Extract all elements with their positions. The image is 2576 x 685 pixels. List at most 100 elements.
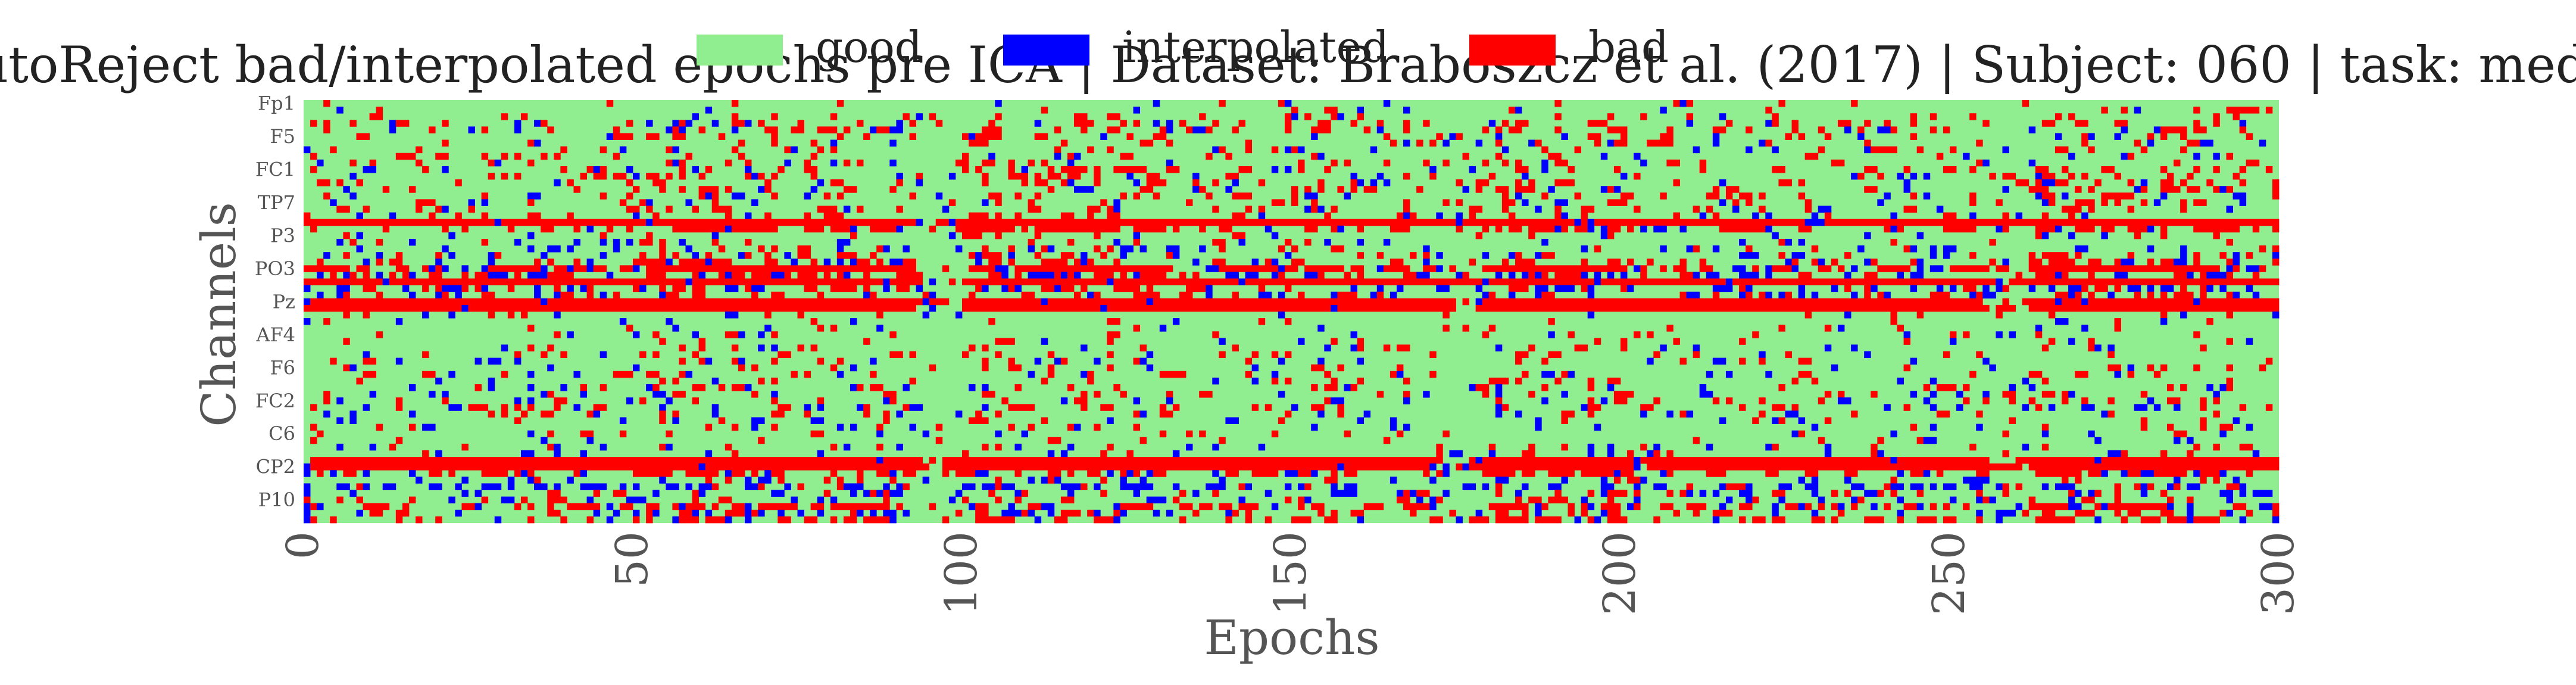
y-tick-label: P10 xyxy=(258,488,295,511)
bad-cell xyxy=(1423,470,1430,477)
interpolated-cell xyxy=(567,331,574,338)
bad-cell xyxy=(2028,503,2069,510)
bad-cell xyxy=(982,252,1002,259)
interpolated-cell xyxy=(2081,212,2088,220)
bad-cell xyxy=(2180,384,2187,391)
bad-cell xyxy=(402,503,410,510)
bad-cell xyxy=(1271,377,1279,385)
interpolated-cell xyxy=(2174,259,2187,266)
bad-cell xyxy=(1613,166,1621,173)
bad-cell xyxy=(408,186,416,193)
bad-cell xyxy=(810,503,825,510)
bad-cell xyxy=(1298,503,1305,510)
bad-cell xyxy=(1910,113,1918,120)
interpolated-cell xyxy=(889,516,897,524)
bad-cell xyxy=(2075,252,2082,259)
interpolated-cell xyxy=(1824,344,1832,351)
interpolated-cell xyxy=(2121,470,2128,477)
interpolated-cell xyxy=(1139,410,1147,418)
bad-cell xyxy=(1113,278,1239,286)
interpolated-cell xyxy=(1311,470,1318,477)
interpolated-cell xyxy=(1548,483,1562,490)
interpolated-cell xyxy=(698,463,706,471)
bad-cell xyxy=(962,232,982,239)
bad-cell xyxy=(929,298,950,306)
interpolated-cell xyxy=(948,496,956,504)
interpolated-cell xyxy=(336,483,350,490)
bad-cell xyxy=(692,397,699,404)
interpolated-cell xyxy=(1271,166,1279,173)
interpolated-cell xyxy=(1081,344,1088,351)
bad-cell xyxy=(1976,159,1983,167)
bad-cell xyxy=(1199,113,1206,120)
bad-cell xyxy=(948,278,956,286)
bad-cell xyxy=(547,259,554,266)
bad-cell xyxy=(1094,272,1114,279)
bad-cell xyxy=(429,126,436,133)
bad-cell xyxy=(1436,133,1443,140)
bad-cell xyxy=(1495,186,1509,193)
bad-cell xyxy=(2226,238,2233,246)
interpolated-cell xyxy=(2239,120,2247,127)
bad-cell xyxy=(1884,503,1891,510)
interpolated-cell xyxy=(1804,219,1825,226)
bad-cell xyxy=(1271,351,1279,359)
bad-cell xyxy=(988,272,1002,279)
bad-cell xyxy=(2094,490,2102,497)
interpolated-cell xyxy=(1929,377,1937,385)
bad-cell xyxy=(1133,357,1141,365)
interpolated-cell xyxy=(955,410,963,418)
bad-cell xyxy=(2068,490,2075,497)
interpolated-cell xyxy=(1732,265,1746,272)
interpolated-cell xyxy=(336,238,344,246)
interpolated-cell xyxy=(389,120,396,127)
interpolated-cell xyxy=(2054,318,2069,325)
bad-cell xyxy=(2213,120,2220,127)
bad-cell xyxy=(1337,304,1456,312)
interpolated-cell xyxy=(2081,325,2088,332)
interpolated-cell xyxy=(2041,232,2049,239)
bad-cell xyxy=(1087,377,1094,385)
interpolated-cell xyxy=(1765,225,1772,233)
interpolated-cell xyxy=(2121,259,2135,266)
bad-cell xyxy=(2028,186,2049,193)
bad-cell xyxy=(2219,424,2233,431)
bad-cell xyxy=(823,490,831,497)
bad-cell xyxy=(2009,278,2280,286)
bad-cell xyxy=(1081,285,1088,292)
interpolated-cell xyxy=(672,120,679,127)
interpolated-cell xyxy=(1383,238,1391,246)
interpolated-cell xyxy=(2121,126,2128,133)
interpolated-cell xyxy=(771,344,778,351)
interpolated-cell xyxy=(448,496,455,504)
bad-cell xyxy=(1857,173,1865,180)
bad-cell xyxy=(1107,364,1114,372)
bad-cell xyxy=(514,351,522,359)
bad-cell xyxy=(823,477,831,484)
interpolated-cell xyxy=(468,126,475,133)
bad-cell xyxy=(817,206,838,213)
bad-cell xyxy=(2041,252,2069,259)
bad-cell xyxy=(2107,503,2168,510)
interpolated-cell xyxy=(541,437,548,444)
interpolated-cell xyxy=(1245,272,1259,279)
bad-cell xyxy=(2259,364,2266,372)
bad-cell xyxy=(2127,179,2135,186)
interpolated-cell xyxy=(1054,477,1061,484)
bad-cell xyxy=(1199,430,1206,438)
interpolated-cell xyxy=(1798,477,1806,484)
bad-cell xyxy=(560,516,567,524)
bad-cell xyxy=(2022,509,2029,517)
interpolated-cell xyxy=(2153,199,2161,206)
interpolated-cell xyxy=(2160,318,2168,325)
interpolated-cell xyxy=(1600,509,1608,517)
bad-cell xyxy=(857,470,864,477)
bad-cell xyxy=(2193,199,2207,206)
bad-cell xyxy=(1139,186,1154,193)
bad-cell xyxy=(843,126,851,133)
interpolated-cell xyxy=(2193,298,2200,306)
interpolated-cell xyxy=(1903,186,1911,193)
interpolated-cell xyxy=(1712,357,1726,365)
bad-cell xyxy=(758,245,765,253)
interpolated-cell xyxy=(442,265,449,272)
